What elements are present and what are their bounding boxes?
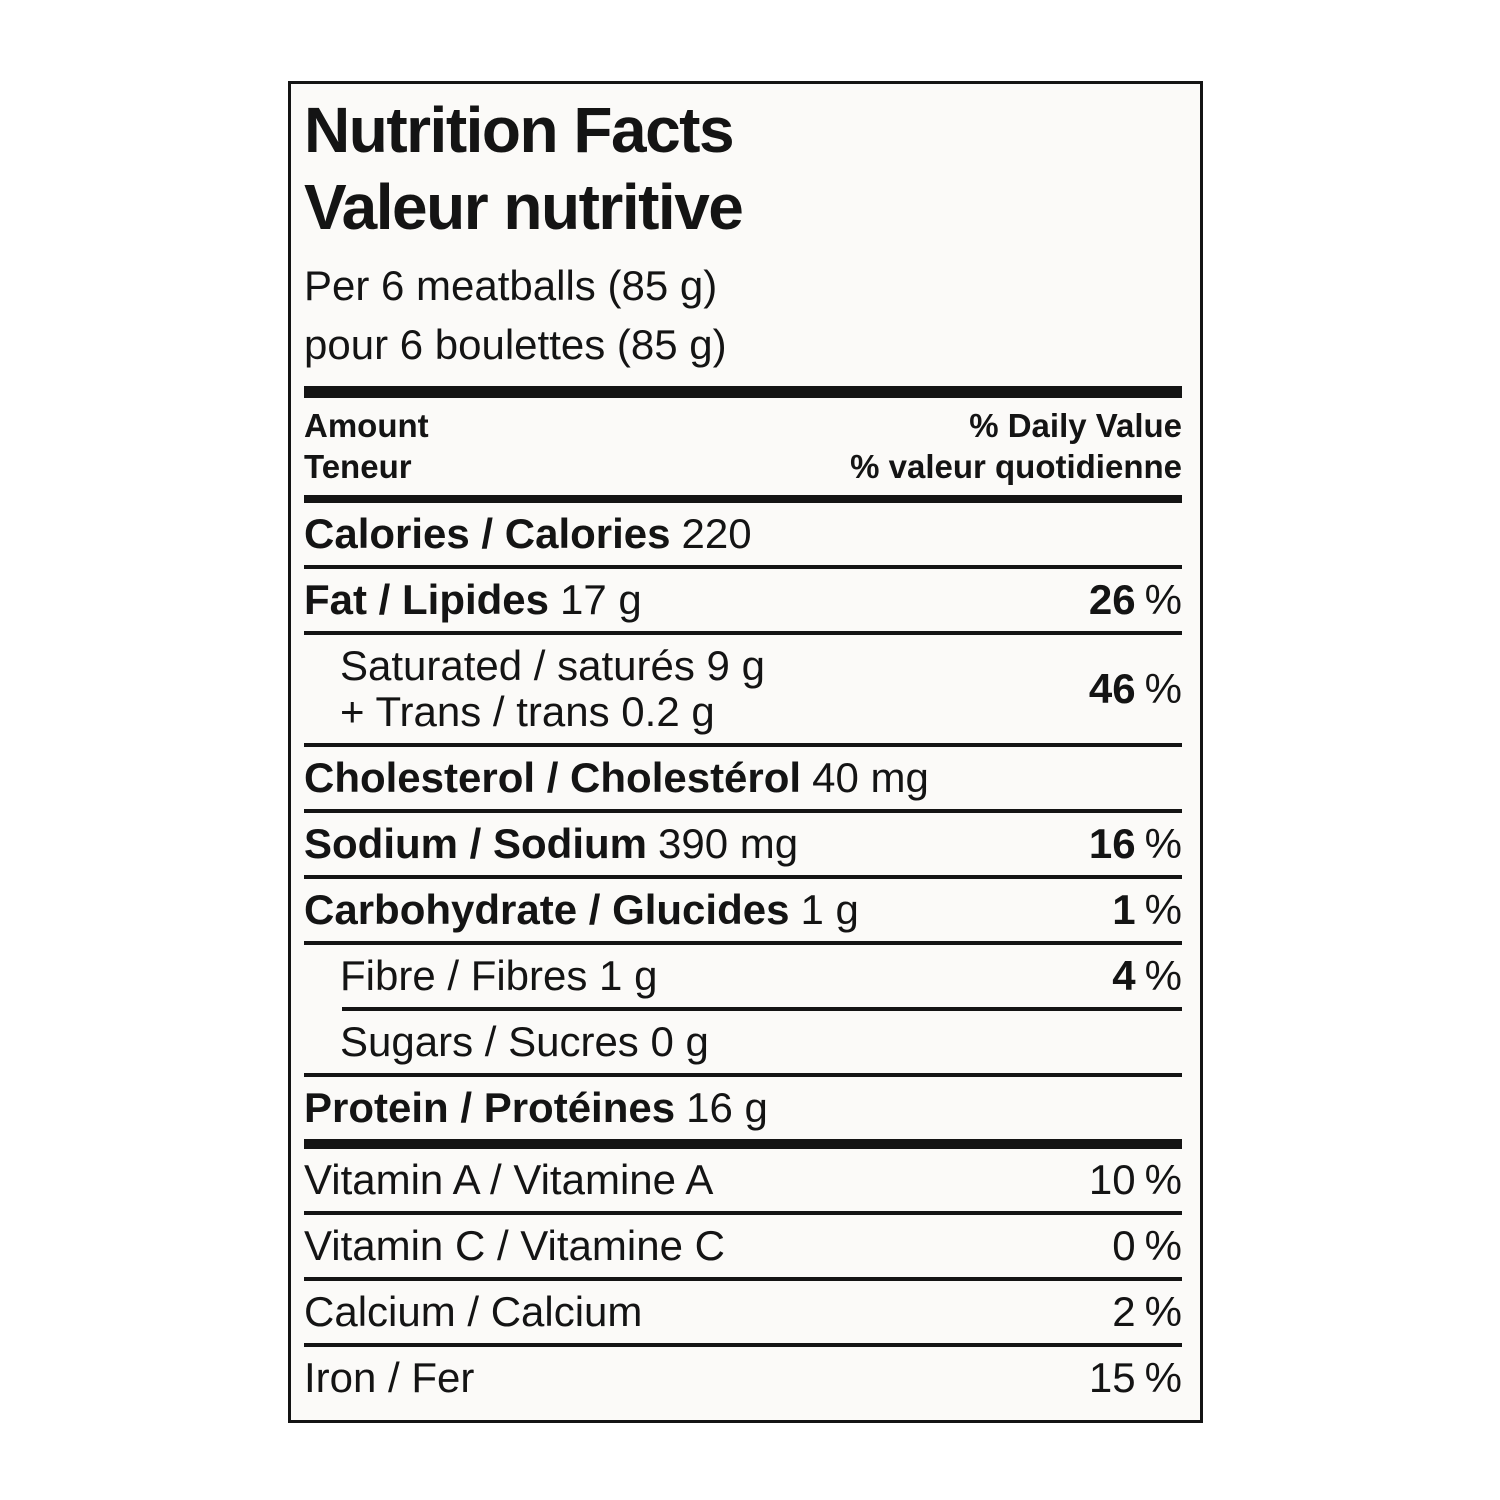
divider [304, 875, 1182, 879]
vitamin-c-label: Vitamin C / Vitamine C [304, 1222, 725, 1269]
divider [304, 743, 1182, 747]
percent-sign: % [1144, 576, 1182, 623]
vitamin-a-daily-value: 10% [1088, 1156, 1182, 1203]
sodium-value: 390 mg [658, 820, 799, 867]
sugars-label: Sugars / Sucres 0 g [340, 1018, 709, 1065]
row-sodium: Sodium / Sodium 390 mg 16% [304, 813, 1182, 875]
percent-sign: % [1144, 886, 1182, 933]
fibre-label: Fibre / Fibres 1 g [340, 952, 658, 999]
row-cholesterol: Cholesterol / Cholestérol 40 mg [304, 747, 1182, 809]
trans-label: + Trans / trans 0.2 g [340, 688, 715, 735]
row-fibre: Fibre / Fibres 1 g 4% [304, 945, 1182, 1007]
cholesterol-value: 40 mg [812, 754, 929, 801]
percent-sign: % [1144, 665, 1182, 712]
carbohydrate-label: Carbohydrate / Glucides [304, 886, 790, 933]
carbohydrate-daily-value: 1% [1112, 886, 1182, 933]
percent-sign: % [1144, 1354, 1182, 1401]
sodium-label: Sodium / Sodium [304, 820, 647, 867]
calories-label: Calories / Calories [304, 510, 671, 557]
divider [304, 1211, 1182, 1215]
divider [304, 1343, 1182, 1347]
fat-label: Fat / Lipides [304, 576, 550, 623]
protein-value: 16 g [686, 1084, 768, 1131]
row-protein: Protein / Protéines 16 g [304, 1077, 1182, 1139]
serving-size-english: Per 6 meatballs (85 g) [304, 262, 718, 309]
row-iron: Iron / Fer 15% [304, 1347, 1182, 1409]
fibre-daily-value: 4% [1112, 952, 1182, 999]
divider-indented [342, 1007, 1182, 1011]
separator-medium [304, 495, 1182, 503]
percent-sign: % [1144, 1156, 1182, 1203]
sodium-daily-value: 16% [1088, 820, 1182, 867]
saturated-trans-daily-value: 46% [1088, 665, 1182, 712]
row-fat: Fat / Lipides 17 g 26% [304, 569, 1182, 631]
separator-thick-bottom [304, 1139, 1182, 1149]
percent-sign: % [1144, 820, 1182, 867]
amount-column-header: Amount Teneur [304, 407, 429, 485]
separator-thick-top [304, 386, 1182, 398]
divider [304, 1277, 1182, 1281]
calories-value: 220 [681, 510, 752, 557]
iron-daily-value: 15% [1088, 1354, 1182, 1401]
divider [304, 809, 1182, 813]
serving-size-french: pour 6 boulettes (85 g) [304, 321, 727, 368]
row-calories: Calories / Calories 220 [304, 503, 1182, 565]
calcium-daily-value: 2% [1112, 1288, 1182, 1335]
row-saturated-trans: Saturated / saturés 9 g + Trans / trans … [304, 635, 1182, 743]
divider [304, 941, 1182, 945]
fat-value: 17 g [560, 576, 642, 623]
carbohydrate-value: 1 g [800, 886, 859, 933]
vitamin-c-daily-value: 0% [1112, 1222, 1182, 1269]
percent-sign: % [1144, 952, 1182, 999]
title-english: Nutrition Facts [304, 94, 735, 166]
row-vitamin-c: Vitamin C / Vitamine C 0% [304, 1215, 1182, 1277]
calcium-label: Calcium / Calcium [304, 1288, 643, 1335]
nutrition-facts-label: Nutrition Facts Valeur nutritive Per 6 m… [288, 81, 1203, 1423]
divider [304, 565, 1182, 569]
row-sugars: Sugars / Sucres 0 g [304, 1011, 1182, 1073]
row-carbohydrate: Carbohydrate / Glucides 1 g 1% [304, 879, 1182, 941]
vitamin-a-label: Vitamin A / Vitamine A [304, 1156, 714, 1203]
percent-sign: % [1144, 1222, 1182, 1269]
fat-daily-value: 26% [1088, 576, 1182, 623]
iron-label: Iron / Fer [304, 1354, 475, 1401]
row-vitamin-a: Vitamin A / Vitamine A 10% [304, 1149, 1182, 1211]
divider [304, 1073, 1182, 1077]
row-calcium: Calcium / Calcium 2% [304, 1281, 1182, 1343]
column-headers: Amount Teneur % Daily Value % valeur quo… [304, 398, 1182, 495]
cholesterol-label: Cholesterol / Cholestérol [304, 754, 802, 801]
daily-value-column-header: % Daily Value % valeur quotidienne [850, 407, 1182, 485]
percent-sign: % [1144, 1288, 1182, 1335]
divider [304, 631, 1182, 635]
protein-label: Protein / Protéines [304, 1084, 676, 1131]
saturated-label: Saturated / saturés 9 g [340, 642, 765, 689]
title-french: Valeur nutritive [304, 171, 744, 243]
